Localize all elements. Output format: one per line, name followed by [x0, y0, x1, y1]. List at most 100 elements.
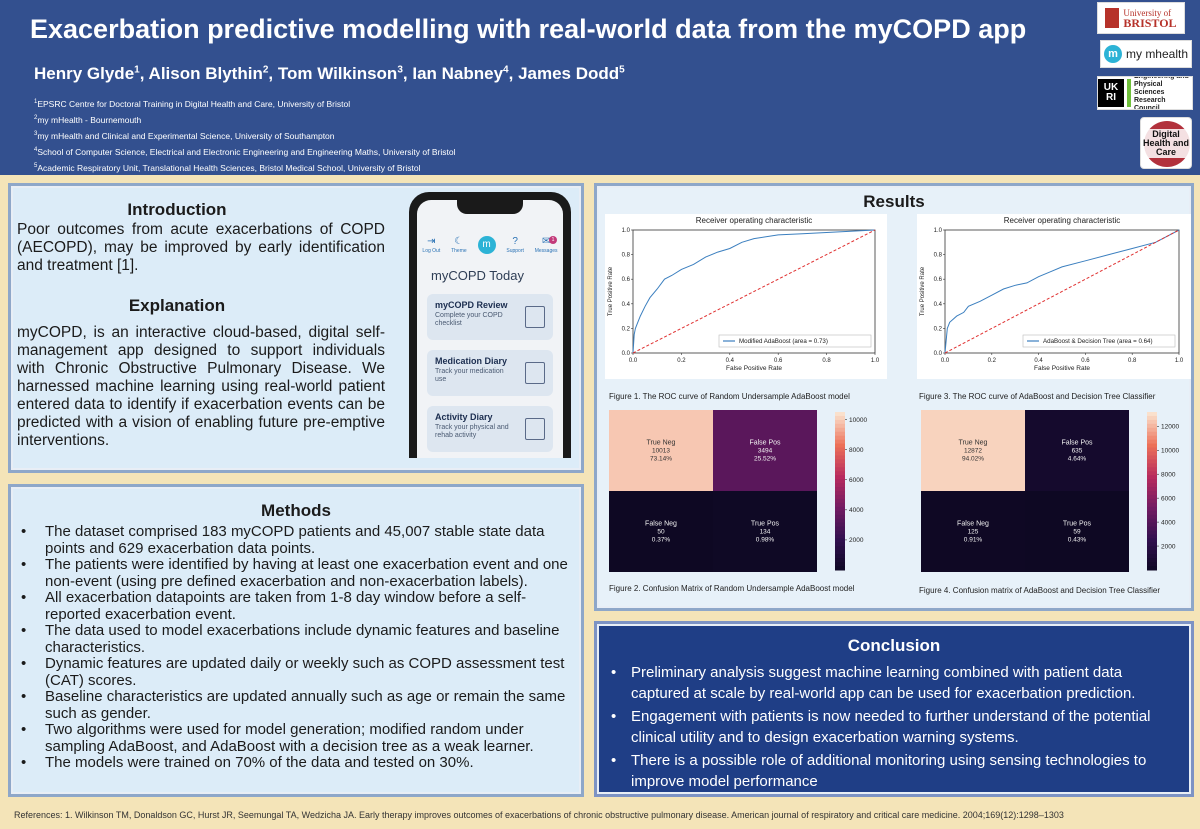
x-tick-label: 1.0	[871, 358, 880, 364]
cell-percent: 73.14%	[650, 456, 672, 463]
cell-label: False Pos	[1061, 440, 1093, 447]
colorbar-segment	[835, 475, 845, 480]
legend-box	[1022, 334, 1176, 348]
colorbar-segment	[1147, 494, 1157, 500]
colorbar-segment	[835, 451, 845, 456]
y-tick-label: 0.2	[934, 326, 943, 332]
colorbar-segment	[1147, 530, 1157, 535]
cell-percent: 94.02%	[962, 456, 984, 463]
colorbar-segment	[835, 447, 845, 452]
colorbar-segment	[835, 479, 845, 484]
matrix-cell	[1025, 491, 1129, 572]
legend-label: Modified AdaBoost (area = 0.73)	[739, 338, 828, 345]
colorbar-segment	[1147, 554, 1157, 559]
mymhealth-m-icon: m	[1103, 45, 1122, 63]
references: References: 1. Wilkinson TM, Donaldson G…	[14, 810, 1064, 820]
colorbar-tick-label: 10000	[1161, 448, 1179, 455]
colorbar-segment	[1147, 498, 1157, 504]
cell-count: 10013	[652, 448, 670, 455]
colorbar-segment	[1147, 558, 1157, 563]
colorbar-segment	[835, 534, 845, 539]
colorbar-segment	[1147, 566, 1157, 571]
explanation-text: myCOPD, is an interactive cloud-based, d…	[17, 324, 385, 449]
colorbar-tick-label: 2000	[849, 537, 864, 544]
x-tick-label: 0.0	[941, 358, 950, 364]
colorbar-segment	[1147, 475, 1157, 480]
affiliation: 4School of Computer Science, Electrical …	[34, 146, 456, 157]
y-tick-label: 0.4	[934, 302, 943, 308]
conclusion-panel: Conclusion Preliminary analysis suggest …	[594, 621, 1194, 797]
colorbar-segment	[1147, 415, 1157, 421]
cell-percent: 0.37%	[652, 537, 671, 544]
colorbar-segment	[835, 483, 845, 488]
cell-label: False Neg	[645, 521, 677, 528]
colorbar-segment	[1147, 526, 1157, 531]
colorbar-segment	[1147, 439, 1157, 445]
colorbar-segment	[1147, 534, 1157, 539]
colorbar-segment	[835, 471, 845, 476]
colorbar-tick-label: 4000	[849, 507, 864, 514]
methods-heading: Methods	[261, 501, 331, 520]
matrix-cell	[609, 491, 713, 572]
colorbar-segment	[1147, 431, 1157, 437]
cell-label: False Pos	[749, 440, 781, 447]
colorbar-segment	[1147, 506, 1157, 512]
methods-item: The models were trained on 70% of the da…	[21, 754, 573, 772]
colorbar-segment	[835, 558, 845, 563]
digital-health-care-logo: Digital Health and Care	[1140, 117, 1192, 169]
colorbar-segment	[835, 502, 845, 508]
x-tick-label: 1.0	[1175, 358, 1184, 364]
support-icon: ?	[512, 236, 518, 247]
phone-mockup: ⇥ Log Out ☾ Theme m ? Support ✉ Messages 1 m…	[409, 192, 571, 458]
app-card-activity: Activity Diary Track your physical and re…	[427, 406, 553, 452]
y-tick-label: 0.4	[622, 302, 631, 308]
colorbar-segment	[1147, 423, 1157, 429]
affiliation: 2my mHealth - Bournemouth	[34, 114, 142, 125]
app-card-review: myCOPD Review Complete your COPD checklis…	[427, 294, 553, 340]
introduction-heading: Introduction	[127, 200, 227, 219]
y-tick-label: 1.0	[934, 228, 943, 234]
colorbar-segment	[835, 415, 845, 421]
figure-4-caption: Figure 4. Confusion matrix of AdaBoost a…	[919, 586, 1161, 595]
x-tick-label: 0.4	[1034, 358, 1043, 364]
colorbar-segment	[1147, 518, 1157, 524]
colorbar-segment	[1147, 502, 1157, 508]
y-tick-label: 0.0	[622, 351, 631, 357]
colorbar-segment	[835, 491, 845, 496]
roc-chart-decision-tree: Receiver operating characteristic 0.0 0.2 0…	[917, 214, 1191, 379]
colorbar-segment	[835, 546, 845, 551]
colorbar-segment	[1147, 479, 1157, 484]
colorbar-segment	[1147, 538, 1157, 543]
cell-count: 635	[1072, 448, 1083, 455]
colorbar-segment	[835, 562, 845, 567]
figure-1-caption: Figure 1. The ROC curve of Random Unders…	[609, 392, 850, 401]
logout-icon: ⇥	[427, 236, 436, 247]
cell-count: 125	[968, 529, 979, 536]
x-tick-label: 0.8	[822, 358, 831, 364]
colorbar-segment	[1147, 550, 1157, 555]
colorbar-segment	[1147, 467, 1157, 472]
methods-item: The patients were identified by having a…	[21, 556, 573, 590]
colorbar-segment	[1147, 542, 1157, 547]
methods-item: Dynamic features are updated daily or we…	[21, 655, 573, 689]
affiliation-list: 1EPSRC Centre for Doctoral Training in D…	[34, 95, 455, 175]
y-axis-label: True Positive Rate	[608, 266, 614, 316]
y-tick-label: 0.6	[622, 277, 631, 283]
plot-frame	[944, 229, 1180, 354]
conclusion-item: There is a possible role of additional m…	[611, 750, 1181, 792]
legend-box	[718, 334, 872, 348]
colorbar-segment	[1147, 562, 1157, 567]
x-axis-label: False Positive Rate	[1034, 365, 1090, 372]
cell-percent: 0.98%	[756, 537, 775, 544]
colorbar-segment	[835, 435, 845, 441]
explanation-heading: Explanation	[128, 296, 226, 315]
colorbar-segment	[1147, 483, 1157, 488]
x-tick-label: 0.6	[1081, 358, 1090, 364]
colorbar-segment	[835, 463, 845, 468]
theme-icon: ☾	[454, 236, 464, 247]
colorbar-segment	[1147, 447, 1157, 452]
messages-button: ✉ Messages	[534, 236, 558, 254]
colorbar-segment	[835, 550, 845, 555]
x-axis-label: False Positive Rate	[726, 365, 782, 372]
mymhealth-logo: m my mhealth	[1100, 40, 1192, 68]
